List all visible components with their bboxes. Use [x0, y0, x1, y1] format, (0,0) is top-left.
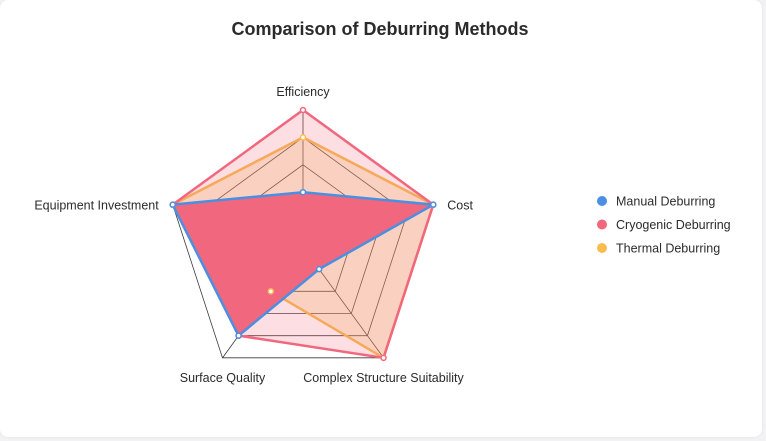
legend-item[interactable]: Thermal Deburring [597, 242, 720, 256]
axis-label: Complex Structure Suitability [303, 371, 464, 385]
series-area-manual-deburring[interactable] [171, 190, 435, 337]
data-point-manual-deburring[interactable] [235, 332, 242, 339]
legend-label: Manual Deburring [616, 195, 715, 209]
legend-label: Cryogenic Deburring [616, 218, 731, 232]
data-point-manual-deburring[interactable] [315, 265, 323, 273]
data-point-manual-deburring[interactable] [430, 201, 437, 208]
legend-swatch [597, 243, 607, 253]
legend-item[interactable]: Cryogenic Deburring [597, 218, 731, 232]
legend[interactable]: Manual Deburring Cryogenic Deburring Therm… [597, 195, 731, 256]
data-point-thermal-deburring[interactable] [267, 288, 275, 295]
legend-item[interactable]: Manual Deburring [597, 195, 715, 209]
legend-swatch [597, 219, 607, 230]
data-point-manual-deburring[interactable] [299, 188, 307, 196]
axis-label: Equipment Investment [34, 199, 159, 213]
legend-label: Thermal Deburring [616, 242, 720, 256]
axis-labels: Efficiency Cost Complex Structure Suitabil… [34, 85, 473, 385]
data-point-manual-deburring[interactable] [169, 201, 176, 208]
axis-label: Cost [447, 199, 473, 213]
legend-swatch [597, 196, 607, 206]
data-point-cryogenic-deburring[interactable] [380, 354, 387, 362]
series-layer [169, 106, 437, 362]
chart-title: Comparison of Deburring Methods [232, 19, 529, 39]
axis-label: Efficiency [276, 85, 330, 99]
data-point-thermal-deburring[interactable] [299, 134, 307, 141]
data-point-cryogenic-deburring[interactable] [299, 106, 307, 114]
axis-label: Surface Quality [180, 371, 266, 385]
